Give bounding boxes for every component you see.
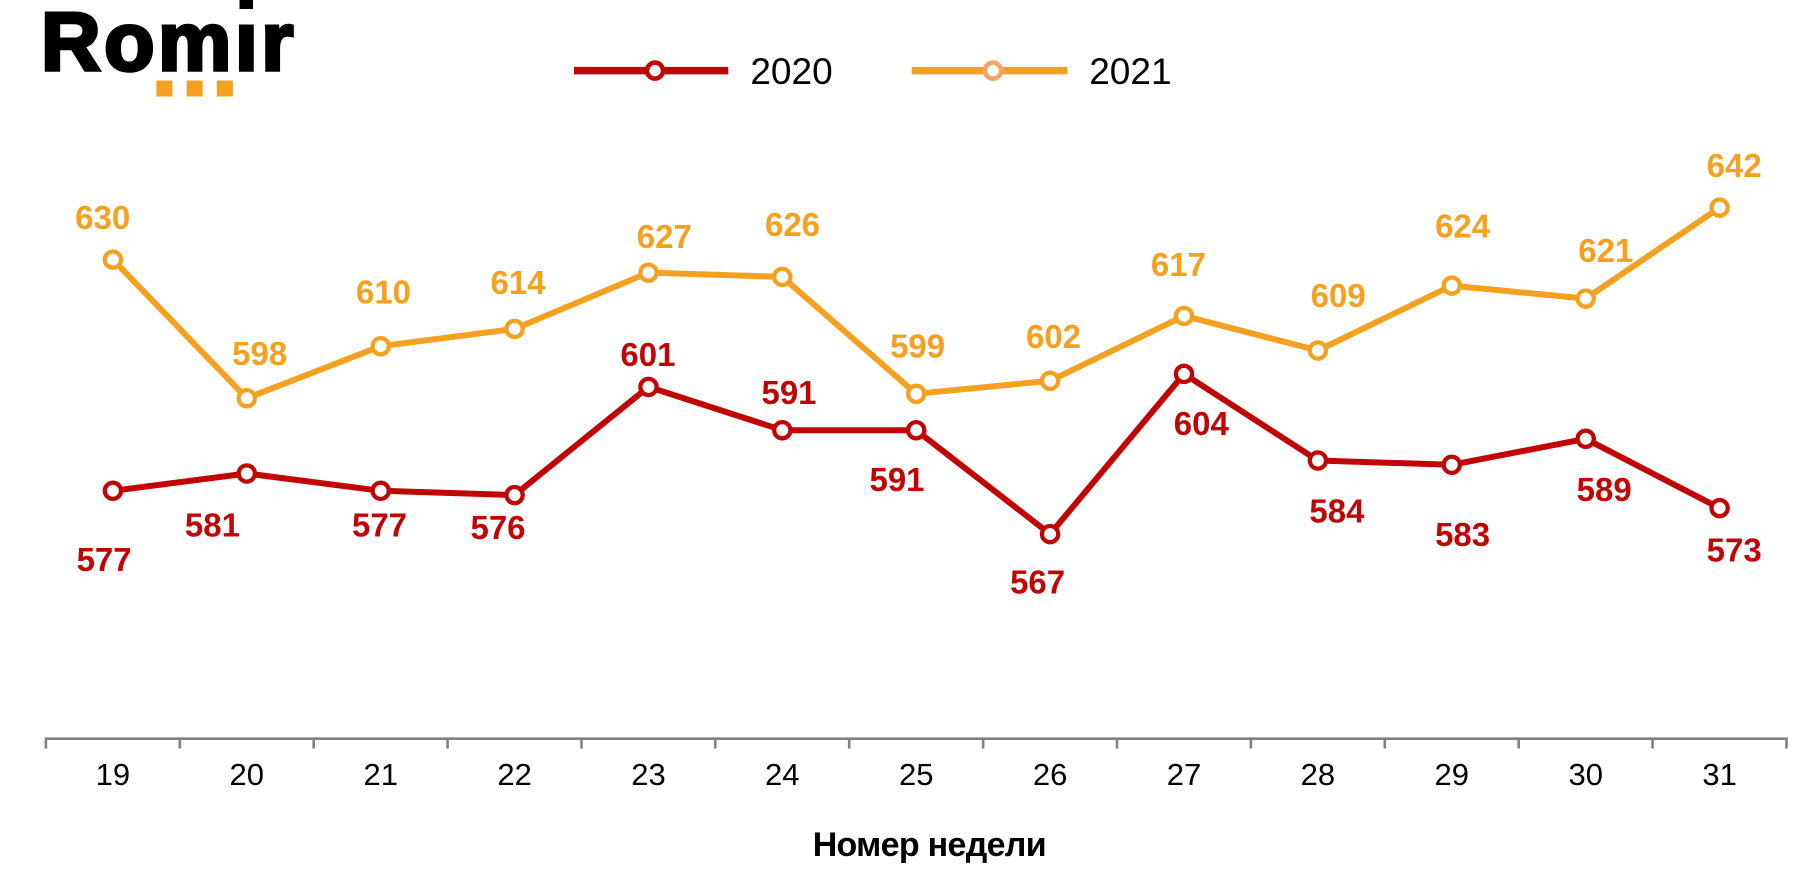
svg-text:621: 621 bbox=[1578, 232, 1633, 269]
svg-text:2020: 2020 bbox=[750, 51, 832, 92]
svg-text:602: 602 bbox=[1026, 318, 1081, 355]
svg-text:599: 599 bbox=[890, 328, 945, 365]
svg-text:22: 22 bbox=[497, 757, 531, 792]
svg-text:573: 573 bbox=[1707, 531, 1762, 568]
svg-text:624: 624 bbox=[1435, 207, 1491, 244]
svg-text:567: 567 bbox=[1010, 564, 1065, 601]
svg-text:27: 27 bbox=[1167, 757, 1201, 792]
svg-text:25: 25 bbox=[899, 757, 933, 792]
svg-text:583: 583 bbox=[1435, 516, 1490, 553]
svg-text:614: 614 bbox=[490, 264, 546, 301]
svg-text:642: 642 bbox=[1707, 147, 1762, 184]
svg-text:29: 29 bbox=[1435, 757, 1469, 792]
svg-text:617: 617 bbox=[1151, 246, 1206, 283]
svg-text:604: 604 bbox=[1174, 405, 1230, 442]
svg-text:577: 577 bbox=[352, 506, 407, 543]
svg-text:591: 591 bbox=[869, 461, 924, 498]
svg-text:627: 627 bbox=[637, 218, 692, 255]
svg-text:19: 19 bbox=[96, 757, 130, 792]
svg-text:598: 598 bbox=[232, 335, 287, 372]
svg-text:576: 576 bbox=[470, 509, 525, 546]
svg-text:2021: 2021 bbox=[1089, 51, 1171, 92]
svg-text:Номер недели: Номер недели bbox=[813, 826, 1046, 864]
svg-text:577: 577 bbox=[77, 541, 132, 578]
svg-text:591: 591 bbox=[761, 374, 816, 411]
svg-text:601: 601 bbox=[620, 336, 675, 373]
svg-text:28: 28 bbox=[1301, 757, 1335, 792]
svg-text:626: 626 bbox=[765, 206, 820, 243]
svg-text:581: 581 bbox=[185, 506, 240, 543]
svg-text:24: 24 bbox=[765, 757, 799, 792]
svg-text:609: 609 bbox=[1311, 277, 1366, 314]
svg-text:30: 30 bbox=[1568, 757, 1602, 792]
svg-text:584: 584 bbox=[1309, 493, 1365, 530]
svg-text:23: 23 bbox=[631, 757, 665, 792]
svg-text:630: 630 bbox=[75, 199, 130, 236]
svg-text:589: 589 bbox=[1577, 471, 1632, 508]
svg-text:610: 610 bbox=[356, 274, 411, 311]
svg-text:21: 21 bbox=[363, 757, 397, 792]
svg-text:31: 31 bbox=[1702, 757, 1736, 792]
svg-text:26: 26 bbox=[1033, 757, 1067, 792]
svg-text:20: 20 bbox=[230, 757, 264, 792]
svg-text:Romır: Romır bbox=[41, 0, 297, 88]
